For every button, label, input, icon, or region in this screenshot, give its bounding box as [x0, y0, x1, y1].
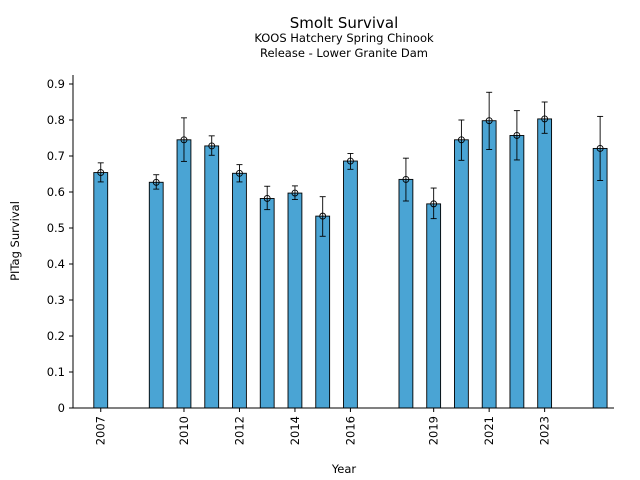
bar-2012 — [232, 172, 247, 409]
y-tick-label: 0.9 — [47, 77, 65, 91]
point-marker-2011 — [208, 142, 216, 150]
x-tick-label: 2016 — [343, 416, 357, 445]
bar-2022 — [509, 135, 525, 409]
bar-2016 — [343, 160, 358, 409]
point-marker-2019 — [430, 200, 438, 208]
y-tick-label: 0.6 — [47, 185, 65, 199]
bar-2018 — [398, 178, 414, 409]
point-marker-2014 — [291, 189, 299, 197]
bar-2013 — [259, 198, 275, 409]
bar-2014 — [287, 192, 303, 409]
y-axis-ticks: 0 0.1 0.2 0.3 0.4 0.5 0.6 0.7 0.8 0.9 — [47, 77, 73, 415]
y-tick-label: 0.7 — [47, 149, 65, 163]
bar-2021 — [481, 120, 497, 409]
y-tick-label: 0.8 — [47, 113, 65, 127]
bar-2015 — [315, 215, 331, 409]
point-marker-2020 — [457, 136, 465, 144]
y-tick-label: 0 — [58, 401, 65, 415]
x-tick-label: 2021 — [482, 416, 496, 445]
bar-2007 — [93, 172, 109, 409]
x-tick-label: 2014 — [288, 416, 302, 445]
point-marker-2023 — [541, 115, 549, 123]
point-marker-2016 — [346, 157, 354, 165]
chart-title: Smolt Survival — [290, 14, 399, 32]
x-tick-label: 2010 — [177, 416, 191, 445]
y-tick-label: 0.3 — [47, 293, 65, 307]
y-tick-label: 0.2 — [47, 329, 65, 343]
bar-2020 — [454, 139, 469, 409]
y-tick-label: 0.1 — [47, 365, 65, 379]
bar-2023 — [537, 118, 553, 409]
point-marker-2018 — [402, 175, 410, 183]
bar-2009 — [148, 181, 164, 409]
point-marker-2025 — [596, 144, 604, 152]
x-axis-ticks: 2007 2010 2012 2014 2016 2019 2021 2023 — [94, 408, 552, 445]
point-marker-2015 — [319, 212, 327, 220]
x-tick-label: 2019 — [427, 416, 441, 445]
point-marker-2021 — [485, 117, 493, 125]
bar-2019 — [426, 203, 442, 409]
y-tick-label: 0.4 — [47, 257, 65, 271]
x-tick-label: 2023 — [538, 416, 552, 445]
x-tick-label: 2012 — [232, 416, 246, 445]
point-marker-2012 — [236, 169, 243, 177]
chart-subtitle-line-1: KOOS Hatchery Spring Chinook — [254, 31, 434, 45]
bar-2010 — [176, 139, 192, 409]
chart-subtitle-line-2: Release - Lower Granite Dam — [260, 46, 428, 60]
point-marker-2010 — [180, 136, 188, 144]
point-marker-2007 — [97, 169, 105, 177]
bar-2011 — [204, 145, 220, 409]
x-axis-label: Year — [331, 462, 357, 476]
x-tick-label: 2007 — [94, 416, 108, 445]
y-tick-label: 0.5 — [47, 221, 65, 235]
plot-area — [93, 91, 608, 409]
point-marker-2013 — [263, 195, 271, 202]
point-marker-2022 — [513, 132, 521, 139]
bar-2025 — [592, 147, 608, 409]
point-marker-2009 — [152, 178, 160, 186]
y-axis-label: PITag Survival — [8, 201, 22, 281]
